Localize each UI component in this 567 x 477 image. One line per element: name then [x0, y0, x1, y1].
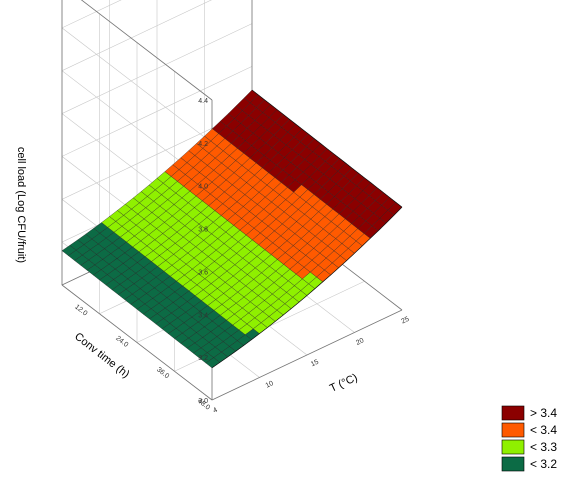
legend-label: < 3.4 [530, 423, 557, 437]
surface-edge [251, 89, 403, 208]
y-tick-label: 15 [310, 359, 320, 369]
x-tick-label: 48.0 [196, 398, 211, 412]
legend-label: < 3.3 [530, 440, 557, 454]
y-tick-label: 25 [400, 316, 410, 326]
x-tick-label: 24.0 [114, 335, 129, 349]
z-tick-label: 3.4 [198, 312, 208, 319]
legend-swatch [501, 422, 525, 438]
y-tick-label: 4 [212, 407, 219, 415]
z-axis-label: cell load (Log CFU/fruit) [15, 147, 27, 263]
frame-edge [211, 309, 403, 401]
frame-edge [80, 0, 213, 101]
y-tick-label: 10 [265, 380, 275, 390]
z-tick-label: 3.0 [198, 398, 208, 405]
y-axis-label: T (°C) [328, 372, 360, 395]
z-tick-label: 3.6 [198, 269, 208, 276]
z-tick-label: 4.2 [198, 141, 208, 148]
legend-label: < 3.2 [530, 457, 557, 471]
x-tick-label: 12.0 [73, 304, 88, 318]
surface-edge [211, 206, 403, 369]
legend-swatch [501, 439, 525, 455]
z-tick-label: 3.2 [198, 355, 208, 362]
x-tick-label: 36.0 [155, 366, 170, 380]
frame-edge [61, 284, 213, 401]
z-tick-label: 4.4 [198, 98, 208, 105]
legend: > 3.4 < 3.4 < 3.3 < 3.2 [501, 405, 557, 472]
z-tick-label: 4.0 [198, 184, 208, 191]
surface-mesh [61, 89, 403, 369]
y-tick-label: 20 [355, 337, 365, 347]
z-tick-label: 3.8 [198, 227, 208, 234]
legend-swatch [501, 456, 525, 472]
legend-label: > 3.4 [530, 406, 557, 420]
legend-swatch [501, 405, 525, 421]
